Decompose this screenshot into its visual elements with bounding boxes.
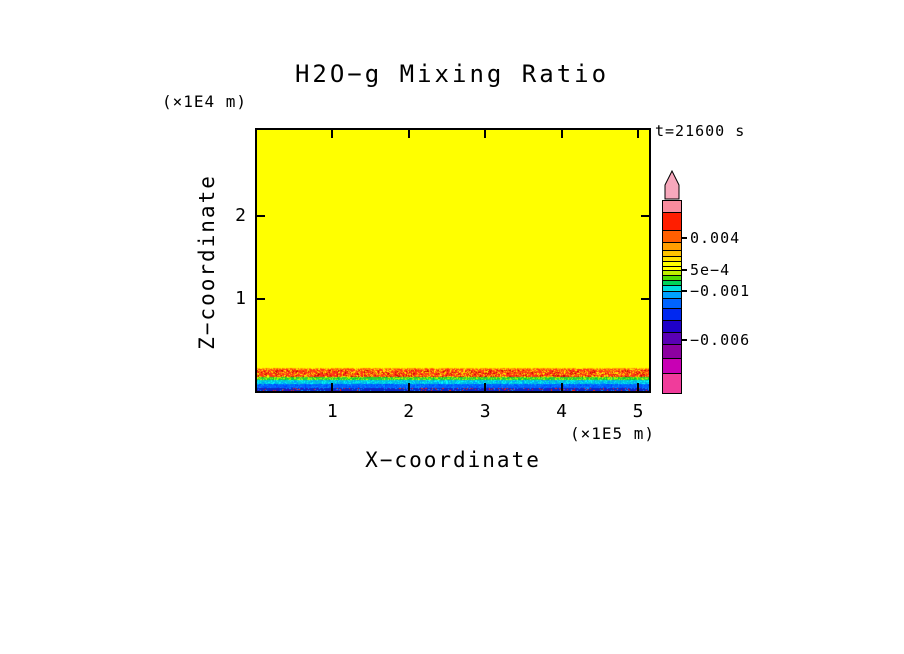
colorbar-segment [663,281,681,286]
colorbar-tick [682,338,687,341]
colorbar-tick [682,269,687,272]
x-axis-tick [484,383,487,391]
x-axis-tick [637,130,640,138]
colorbar-segment [663,299,681,309]
colorbar-segment [663,292,681,299]
x-axis-tick [407,130,410,138]
z-axis-tick-label: 2 [235,204,246,226]
x-axis-tick-label: 3 [479,401,491,422]
colorbar-segment [663,231,681,243]
colorbar-segment [663,201,681,213]
colorbar-tick [682,290,687,292]
colorbar-tick-label: 0.004 [690,229,741,248]
colorbar-segment [663,309,681,321]
x-axis-tick [484,130,487,138]
colorbar-segment [663,251,681,257]
z-axis-tick [257,214,265,217]
x-axis-tick [331,130,334,138]
x-axis-tick-label: 5 [632,401,644,422]
colorbar-segment [663,333,681,345]
colorbar-segment [663,345,681,359]
colorbar-tick [682,237,687,240]
x-axis-tick-label: 1 [326,401,338,422]
z-axis-tick [257,298,265,301]
colorbar-segment [663,321,681,333]
colorbar [662,200,682,394]
x-axis-tick [560,130,563,138]
colorbar-tick-label: 5e−4 [690,261,731,280]
x-axis-tick [560,383,563,391]
z-axis-unit-label: (×1E4 m) [162,92,248,111]
x-axis-tick [637,383,640,391]
colorbar-tick-label: −0.006 [690,330,751,349]
z-axis-tick [641,214,649,217]
colorbar-segment [663,262,681,267]
colorbar-segment [663,276,681,281]
colorbar-segment [663,213,681,231]
colorbar-segment [663,271,681,276]
colorbar-segment [663,267,681,271]
x-axis-unit-label: (×1E5 m) [569,424,655,443]
heatmap-canvas [257,130,649,391]
z-axis-tick-label: 1 [235,288,246,310]
z-axis-label: Z−coordinate [195,174,219,350]
colorbar-arrow-icon [664,170,680,200]
plot-area [255,128,651,393]
time-annotation: t=21600 s [655,122,746,140]
chart-title: H2O−g Mixing Ratio [294,60,610,88]
x-axis-label: X−coordinate [365,448,541,472]
colorbar-segment [663,374,681,393]
colorbar-segment [663,257,681,262]
colorbar-segment [663,359,681,374]
x-axis-tick [331,383,334,391]
x-axis-tick-label: 4 [556,401,567,422]
z-axis-tick [641,298,649,301]
colorbar-segment [663,286,681,292]
x-axis-tick [407,383,410,391]
colorbar-segment [663,243,681,251]
x-axis-tick-label: 2 [403,401,415,422]
colorbar-tick-label: −0.001 [690,282,751,300]
